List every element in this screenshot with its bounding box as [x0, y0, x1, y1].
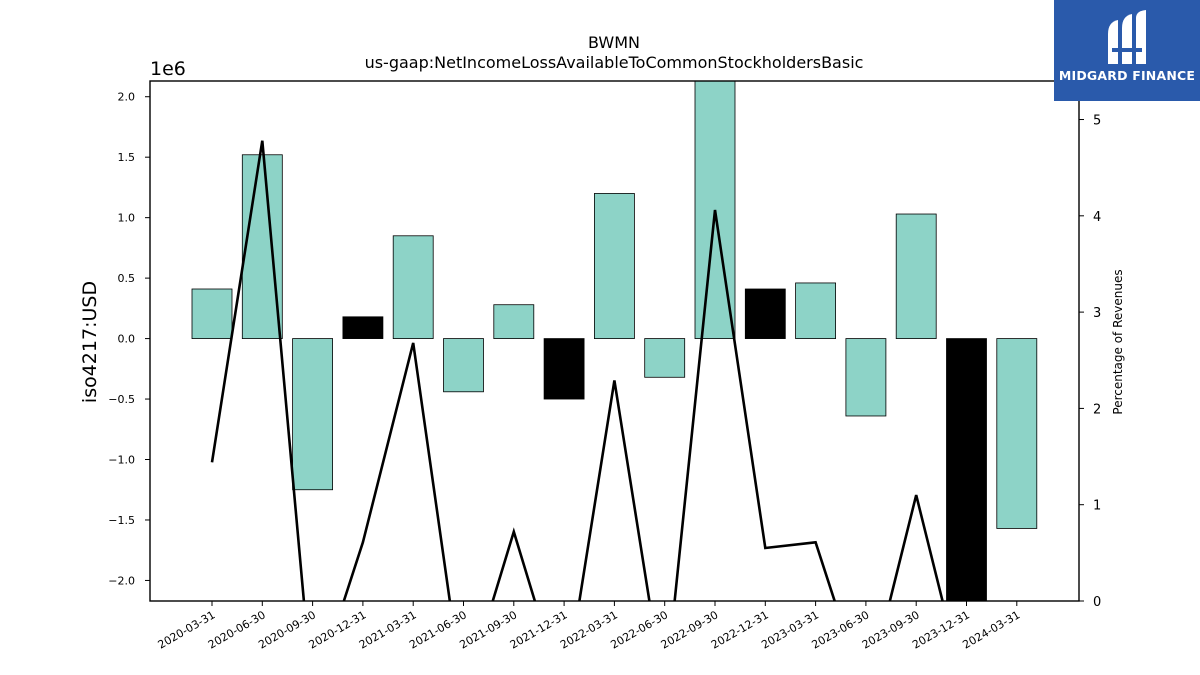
x-axis-ticks: 2020-03-312020-06-302020-09-302020-12-31… [156, 601, 1022, 652]
bar-2022-06-30 [644, 338, 686, 378]
plot-frame [149, 80, 1080, 602]
bar-2024-03-31 [996, 338, 1038, 529]
y2-tick-label: 1 [1093, 499, 1101, 514]
y-tick-label: 1.5 [118, 151, 136, 164]
y2-tick-label: 5 [1093, 114, 1101, 129]
midgard-finance-logo: MIDGARD FINANCE [1054, 0, 1200, 101]
bar-2023-06-30 [845, 338, 887, 417]
y-axis-ticks: −2.0 −1.5 −1.0 −0.5 0.0 0.5 1.0 1.5 2.0 [108, 91, 150, 587]
bar-series [191, 81, 1038, 601]
chart-title: BWMN [588, 33, 640, 52]
y2-axis-ticks: 0 1 2 3 4 5 [1079, 114, 1101, 610]
bar-2021-06-30 [443, 338, 484, 393]
axes [149, 80, 1080, 602]
y-axis-label: iso4217:USD [79, 281, 101, 403]
y-tick-label: 0.0 [118, 333, 136, 346]
bar-2023-09-30 [895, 213, 937, 339]
chart-subtitle: us-gaap:NetIncomeLossAvailableToCommonSt… [365, 53, 864, 72]
y-tick-label: −0.5 [108, 393, 135, 406]
bar-2020-06-30 [241, 154, 283, 339]
bar-2023-03-31 [795, 282, 836, 339]
y-scale-label: 1e6 [150, 58, 186, 80]
midgard-logo-icon [1108, 10, 1146, 64]
percentage-line [210, 140, 944, 601]
line-series [210, 140, 944, 601]
x-tick-label: 2024-03-31 [960, 608, 1022, 651]
logo-text: MIDGARD FINANCE [1058, 68, 1196, 83]
bar-2022-12-31 [744, 288, 786, 339]
y2-tick-label: 4 [1093, 210, 1101, 225]
y-tick-label: −2.0 [108, 574, 135, 587]
bar-2020-03-31 [191, 288, 233, 339]
y2-tick-label: 3 [1093, 306, 1101, 321]
y2-tick-label: 0 [1093, 595, 1101, 610]
bar-2021-09-30 [493, 304, 535, 339]
y2-axis-label: Percentage of Revenues [1111, 269, 1125, 414]
y-tick-label: −1.5 [108, 514, 135, 527]
bar-2021-03-31 [392, 235, 434, 339]
y2-tick-label: 2 [1093, 402, 1101, 417]
bar-2023-12-31 [946, 338, 987, 601]
bar-2022-03-31 [594, 193, 635, 339]
y-tick-label: 0.5 [118, 272, 136, 285]
y-tick-label: −1.0 [108, 454, 135, 467]
bar-2021-12-31 [543, 338, 585, 400]
bar-2020-12-31 [342, 316, 384, 339]
y-tick-label: 1.0 [118, 212, 136, 225]
y-tick-label: 2.0 [118, 91, 136, 104]
bar-2020-09-30 [292, 338, 334, 491]
